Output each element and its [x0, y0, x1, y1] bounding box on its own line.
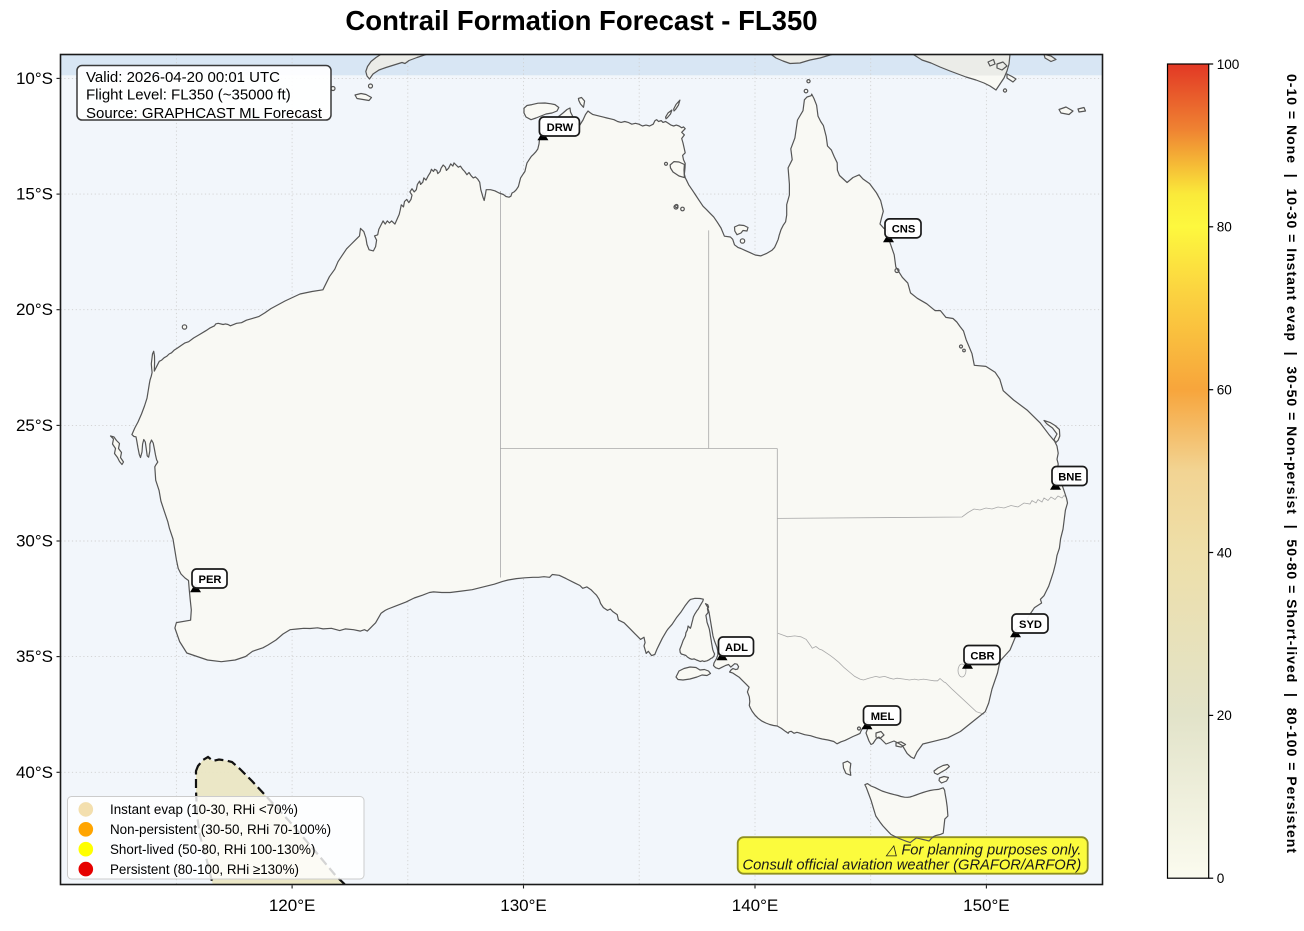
svg-text:CBR: CBR	[970, 650, 994, 662]
svg-text:140°E: 140°E	[732, 896, 779, 915]
svg-text:15°S: 15°S	[16, 185, 53, 204]
svg-text:20: 20	[1217, 708, 1233, 723]
svg-text:20°S: 20°S	[16, 300, 53, 319]
svg-text:ADL: ADL	[725, 642, 748, 654]
svg-text:Short-lived (50-80, RHi 100-13: Short-lived (50-80, RHi 100-130%)	[110, 842, 315, 857]
svg-text:Source: GRAPHCAST ML Forecast: Source: GRAPHCAST ML Forecast	[86, 105, 323, 122]
svg-text:120°E: 120°E	[269, 896, 316, 915]
svg-text:Persistent (80-100, RHi ≥130%): Persistent (80-100, RHi ≥130%)	[110, 862, 299, 877]
svg-text:Contrail Formation Forecast -: Contrail Formation Forecast - FL350	[345, 5, 817, 36]
svg-text:10°S: 10°S	[16, 69, 53, 88]
svg-text:35°S: 35°S	[16, 647, 53, 666]
svg-text:40: 40	[1217, 545, 1233, 560]
svg-text:Valid: 2026-04-20 00:01 UTC: Valid: 2026-04-20 00:01 UTC	[86, 69, 280, 86]
svg-text:100: 100	[1217, 57, 1240, 72]
svg-text:Consult official aviation weat: Consult official aviation weather (GRAFO…	[743, 857, 1082, 873]
svg-text:△ For planning purposes only.: △ For planning purposes only.	[885, 842, 1082, 858]
svg-text:25°S: 25°S	[16, 416, 53, 435]
svg-text:Flight Level: FL350 (~35000 ft: Flight Level: FL350 (~35000 ft)	[86, 86, 291, 103]
svg-text:DRW: DRW	[547, 122, 574, 134]
svg-text:130°E: 130°E	[500, 896, 547, 915]
svg-text:PER: PER	[198, 574, 221, 586]
svg-text:MEL: MEL	[871, 711, 895, 723]
svg-text:150°E: 150°E	[963, 896, 1010, 915]
svg-text:0: 0	[1217, 871, 1225, 886]
svg-text:40°S: 40°S	[16, 763, 53, 782]
svg-text:60: 60	[1217, 383, 1233, 398]
svg-text:SYD: SYD	[1019, 619, 1042, 631]
svg-text:CNS: CNS	[892, 224, 916, 236]
svg-text:BNE: BNE	[1058, 471, 1082, 483]
svg-text:0-10 = None | 10-30 = Instan: 0-10 = None | 10-30 = Instant evap | 30-…	[1284, 74, 1300, 854]
svg-text:Instant evap (10-30, RHi <70%): Instant evap (10-30, RHi <70%)	[110, 802, 298, 817]
svg-text:30°S: 30°S	[16, 532, 53, 551]
svg-text:80: 80	[1217, 220, 1233, 235]
svg-text:Non-persistent (30-50, RHi 70-: Non-persistent (30-50, RHi 70-100%)	[110, 822, 331, 837]
